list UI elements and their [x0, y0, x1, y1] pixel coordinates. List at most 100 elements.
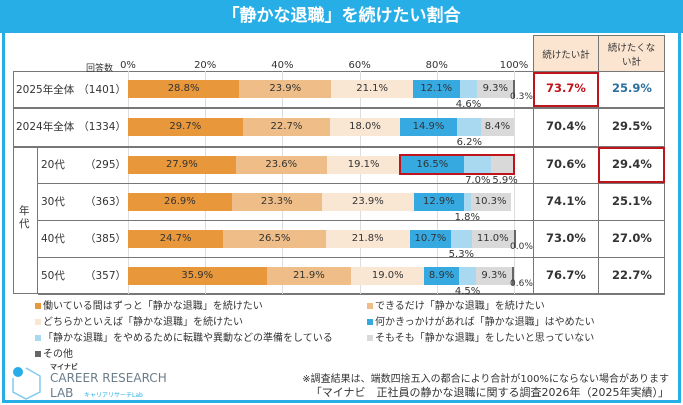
bar-segment	[128, 80, 240, 98]
x-tick-label: 0%	[120, 60, 136, 71]
other-data-label: 0.0%	[510, 241, 533, 252]
bar-segment-label: 7.0%	[465, 174, 491, 186]
bar-segment	[242, 117, 331, 136]
bar-segment	[128, 229, 224, 248]
bar-segment-label: 24.7%	[159, 232, 192, 244]
bar-segment	[321, 192, 415, 211]
bar-segment	[331, 80, 413, 98]
bar-segment	[513, 80, 516, 98]
row-header: 30代 （363）	[41, 195, 126, 209]
bar-segment	[409, 229, 452, 248]
bar-segment-label: 22.7%	[270, 120, 303, 132]
bar-segment	[458, 266, 477, 285]
gridline	[359, 71, 361, 294]
notwant-total: 25.9%	[612, 81, 652, 95]
bar-segment	[266, 266, 352, 285]
bar-segment-label: 6.2%	[456, 136, 482, 148]
legend-item: 「静かな退職」をやめるために転職や異動などの準備をしている	[35, 329, 333, 344]
bar-segment-label: 11.0%	[476, 232, 509, 244]
notwant-total: 22.7%	[612, 267, 652, 282]
logo-sub: キャリアリサーチLab	[84, 392, 143, 399]
bar-segment-label: 8.4%	[484, 120, 511, 132]
legend-swatch	[35, 303, 41, 309]
bar-segment-label: 21.9%	[292, 269, 325, 281]
bar-segment-label: 23.9%	[352, 195, 384, 207]
x-tick-label: 20%	[194, 60, 217, 71]
legend-label: 何かきっかけがあれば「静かな退職」はやめたい	[375, 317, 595, 328]
legend-swatch	[367, 303, 373, 309]
bar-segment-label: 23.3%	[260, 195, 293, 207]
logo-line2: LAB	[50, 386, 74, 400]
bar-segment	[235, 155, 327, 174]
bar-segment-label: 1.8%	[454, 211, 481, 223]
bar-segment	[457, 117, 482, 136]
row-divider	[38, 257, 665, 258]
count-label: （295）	[84, 159, 126, 171]
legend-swatch	[367, 319, 373, 325]
bar-segment-label: 19.1%	[347, 158, 380, 170]
want-total: 70.6%	[546, 156, 586, 171]
gridline	[436, 71, 438, 294]
row-divider	[13, 107, 665, 109]
bar-segment-label: 26.9%	[164, 195, 196, 207]
table-header-cell: 続けたい計	[533, 36, 598, 71]
bar-segment-label: 23.6%	[265, 158, 298, 170]
bar-segment	[231, 192, 322, 211]
bar-segment-label: 21.8%	[351, 232, 384, 244]
bar-segment	[400, 155, 465, 174]
want-total: 74.1%	[546, 193, 586, 208]
x-tick-label: 40%	[271, 60, 294, 71]
legend-item: できるだけ「静かな退職」を続けたい	[367, 297, 545, 312]
bar-segment-label: 35.9%	[181, 269, 214, 281]
divider	[533, 71, 534, 294]
legend-swatch	[367, 335, 373, 341]
bar-segment	[491, 155, 514, 174]
bar-segment-label: 5.3%	[448, 248, 475, 260]
category-label: 50代	[41, 270, 65, 282]
want-total: 73.0%	[546, 230, 586, 245]
highlight-box	[598, 147, 665, 183]
bar-segment	[330, 117, 400, 136]
bar-segment-label: 10.7%	[414, 232, 447, 244]
bar-segment	[471, 229, 514, 248]
bar-segment	[128, 266, 267, 285]
bar-segment-label: 27.9%	[165, 158, 198, 170]
gridline	[514, 71, 515, 294]
gridline	[128, 71, 129, 294]
bar-segment	[412, 80, 460, 98]
logo-mark-icon	[12, 367, 41, 400]
bar-segment	[351, 266, 425, 285]
row-header: 50代 （357）	[41, 269, 126, 283]
count-label: （385）	[84, 233, 126, 245]
bar-segment-label: 21.1%	[356, 83, 389, 94]
want-total: 70.4%	[546, 118, 586, 133]
bar-segment-label: 9.3%	[481, 269, 507, 281]
bar-segment	[463, 192, 471, 211]
legend-label: どちらかといえば「静かな退職」を続けたい	[43, 317, 243, 328]
row-header: 2025年全体 （1401）	[16, 82, 126, 96]
chart: 年代 回答数 0% 20% 40% 60% 80% 100% 続けたい計 続けたくない計 2025年…	[13, 35, 665, 297]
legend-label: できるだけ「静かな退職」を続けたい	[375, 301, 545, 312]
bar-segment	[399, 117, 458, 136]
x-tick-label: 100%	[499, 60, 529, 71]
highlight-box	[398, 154, 515, 175]
bar-segment-label: 12.1%	[420, 83, 453, 94]
count-label: （1334）	[78, 121, 126, 133]
legend-item: その他	[35, 345, 73, 360]
bar-segment	[512, 266, 515, 285]
legend-swatch	[35, 319, 41, 325]
want-total: 73.7%	[546, 81, 586, 95]
row-divider	[38, 183, 665, 184]
bar-segment	[451, 229, 472, 248]
bar-segment-label: 19.0%	[371, 269, 404, 281]
bar-segment-label: 10.3%	[474, 195, 507, 207]
bar-segment	[326, 155, 401, 174]
bar-segment	[464, 155, 492, 174]
count-label: （363）	[84, 196, 126, 208]
bar-segment	[424, 266, 459, 285]
legend-swatch	[35, 335, 41, 341]
legend-item: 働いている間はずっと「静かな退職」を続けたい	[35, 297, 263, 312]
row-header: 20代 （295）	[41, 158, 126, 172]
bar-segment-label: 29.7%	[169, 120, 202, 132]
bar-segment-label: 18.0%	[349, 120, 381, 132]
